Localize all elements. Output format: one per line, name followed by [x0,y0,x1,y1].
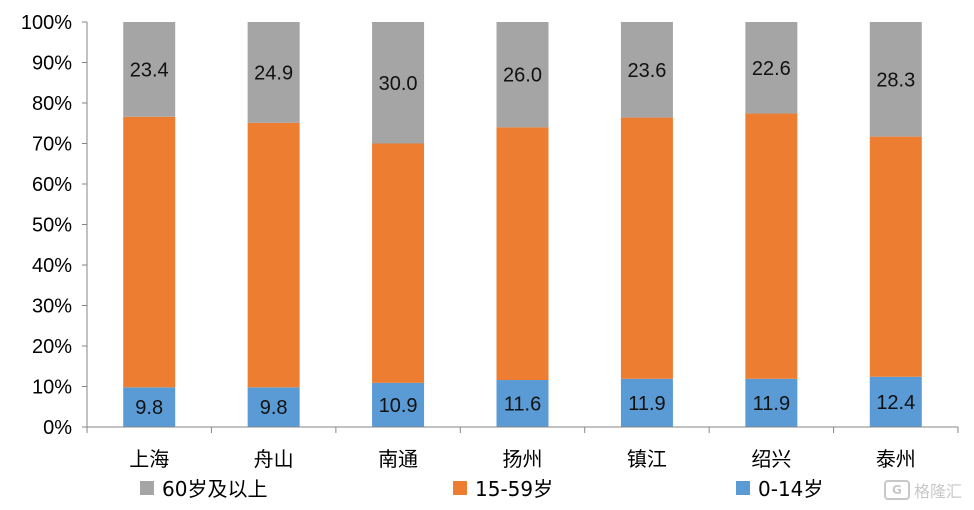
bar-segment-3-1 [123,22,176,117]
legend-swatch [736,481,750,495]
data-label: 26.0 [503,65,542,87]
bar-segment-2-2 [247,122,300,388]
category-label: 绍兴 [751,447,791,471]
bar-segment-2-1 [123,116,176,388]
data-label: 12.4 [876,392,915,414]
bar-segment-2-4 [496,127,549,381]
bar-segment-1-7 [869,376,922,427]
y-tick-label: 40% [32,255,72,277]
legend-swatch [453,481,467,495]
legend-label: 60岁及以上 [162,477,267,501]
data-label: 11.9 [753,393,790,415]
bar-segment-3-3 [372,22,425,144]
bar-segment-3-2 [247,22,300,123]
bar-segment-3-5 [620,22,673,118]
y-tick-label: 70% [32,134,72,156]
bars-layer [123,22,922,427]
bar-segment-1-4 [496,380,549,427]
category-label: 泰州 [876,447,916,471]
watermark: G 格隆汇 [883,478,962,502]
category-label: 扬州 [503,447,543,471]
watermark-logo-icon: G [883,480,910,500]
bar-segment-2-5 [620,117,673,379]
data-label: 10.9 [379,395,418,417]
data-label: 23.4 [130,59,169,81]
bar-segment-1-6 [745,378,798,427]
data-label: 11.6 [504,394,541,416]
legend-label: 0-14岁 [758,477,823,501]
bar-segment-2-6 [745,113,798,379]
bar-segment-1-1 [123,387,176,427]
data-label: 30.0 [379,73,418,95]
data-label: 9.8 [260,397,288,419]
category-label: 南通 [378,447,418,471]
y-tick-label: 60% [32,174,72,196]
bar-segment-2-3 [372,143,425,383]
legend: 60岁及以上 15-59岁 0-14岁 [140,477,823,501]
y-tick-label: 50% [32,215,72,237]
bar-segment-1-3 [372,382,425,427]
data-label: 11.9 [628,393,665,415]
watermark-text: 格隆汇 [913,482,962,501]
bar-segment-2-7 [869,136,922,377]
y-tick-label: 20% [32,336,72,358]
data-label: 22.6 [752,58,791,80]
y-tick-label: 30% [32,296,72,318]
legend-swatch [140,481,154,495]
y-tick-label: 90% [32,53,72,75]
bar-segment-3-6 [745,22,798,114]
bar-segment-3-7 [869,22,922,137]
y-tick-label: 10% [32,377,72,399]
data-label: 9.8 [135,397,163,419]
legend-label: 15-59岁 [475,477,553,501]
category-label: 舟山 [254,447,294,471]
bar-segment-1-5 [620,378,673,427]
axes-layer: 0% 10% 20% 30% 40% 50% 60% 70% 80% 90% 100% [21,12,959,439]
bar-segment-3-4 [496,22,549,128]
data-label: 24.9 [254,62,293,84]
data-label: 23.6 [627,60,666,82]
category-label: 上海 [129,447,169,471]
category-label: 镇江 [627,447,667,471]
y-tick-label: 100% [21,12,72,34]
bar-segment-1-2 [247,387,300,427]
y-tick-label: 0% [43,417,72,439]
data-label: 28.3 [876,69,915,91]
y-tick-label: 80% [32,93,72,115]
labels-layer: 9.8 23.4 上海 9.8 24.9 舟山 10.9 30.0 南通 11.6 26.0 扬州 11… [129,58,916,471]
